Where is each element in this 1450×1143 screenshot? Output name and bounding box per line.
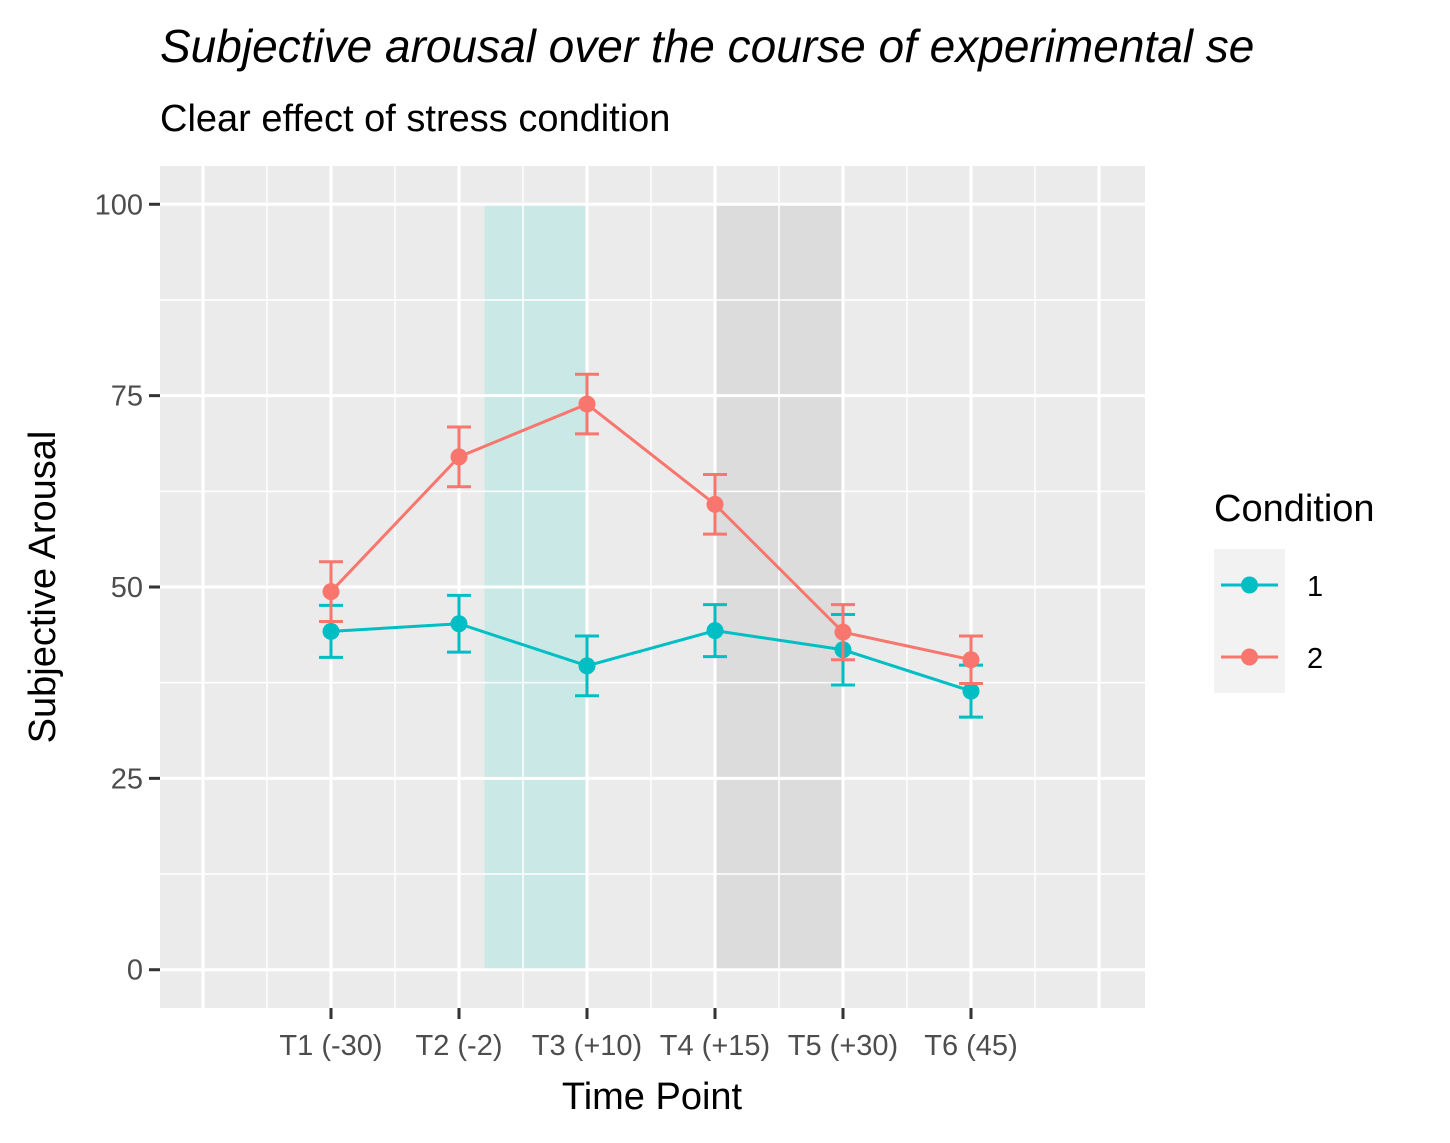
y-tick-label: 25 (111, 763, 143, 795)
series (319, 372, 983, 719)
y-axis: 0 25 50 75 100 (95, 189, 160, 987)
y-tick-label: 100 (95, 189, 143, 221)
x-tick-label: T4 (+15) (660, 1030, 770, 1062)
x-axis-title: Time Point (562, 1076, 743, 1118)
series-2 (319, 372, 983, 685)
data-point (450, 615, 468, 633)
data-point (578, 657, 596, 675)
grid (160, 166, 1145, 1008)
chart-subtitle: Clear effect of stress condition (160, 98, 670, 140)
x-tick-label: T5 (+30) (788, 1030, 898, 1062)
x-tick-label: T2 (-2) (416, 1030, 503, 1062)
series-line-2 (329, 402, 972, 662)
data-point (450, 448, 468, 466)
data-point (962, 651, 980, 669)
data-point (706, 622, 724, 640)
legend-label-2: 2 (1307, 643, 1323, 675)
legend-key-point-1 (1241, 576, 1258, 594)
series-line-1 (330, 622, 972, 693)
legend-title: Condition (1214, 488, 1375, 530)
data-point (962, 682, 980, 700)
x-tick-label: T1 (-30) (279, 1030, 382, 1062)
data-point (578, 395, 596, 413)
data-point (322, 622, 340, 640)
legend-key-background (1214, 549, 1285, 693)
chart-title: Subjective arousal over the course of ex… (160, 20, 1254, 72)
y-tick-label: 50 (111, 572, 143, 604)
legend-key-point-2 (1241, 648, 1258, 666)
data-point (706, 495, 724, 513)
y-tick-label: 75 (111, 381, 143, 413)
data-point (834, 623, 852, 641)
y-tick-label: 0 (127, 955, 143, 987)
legend: Condition 1 2 (1214, 488, 1375, 693)
series-1 (319, 593, 983, 719)
y-axis-title: Subjective Arousal (22, 431, 64, 744)
x-tick-label: T3 (+10) (532, 1030, 642, 1062)
legend-label-1: 1 (1307, 571, 1323, 603)
data-point (322, 583, 340, 601)
x-tick-label: T6 (45) (924, 1030, 1017, 1062)
x-axis: T1 (-30) T2 (-2) T3 (+10) T4 (+15) T5 (+30) T… (279, 1008, 1018, 1062)
